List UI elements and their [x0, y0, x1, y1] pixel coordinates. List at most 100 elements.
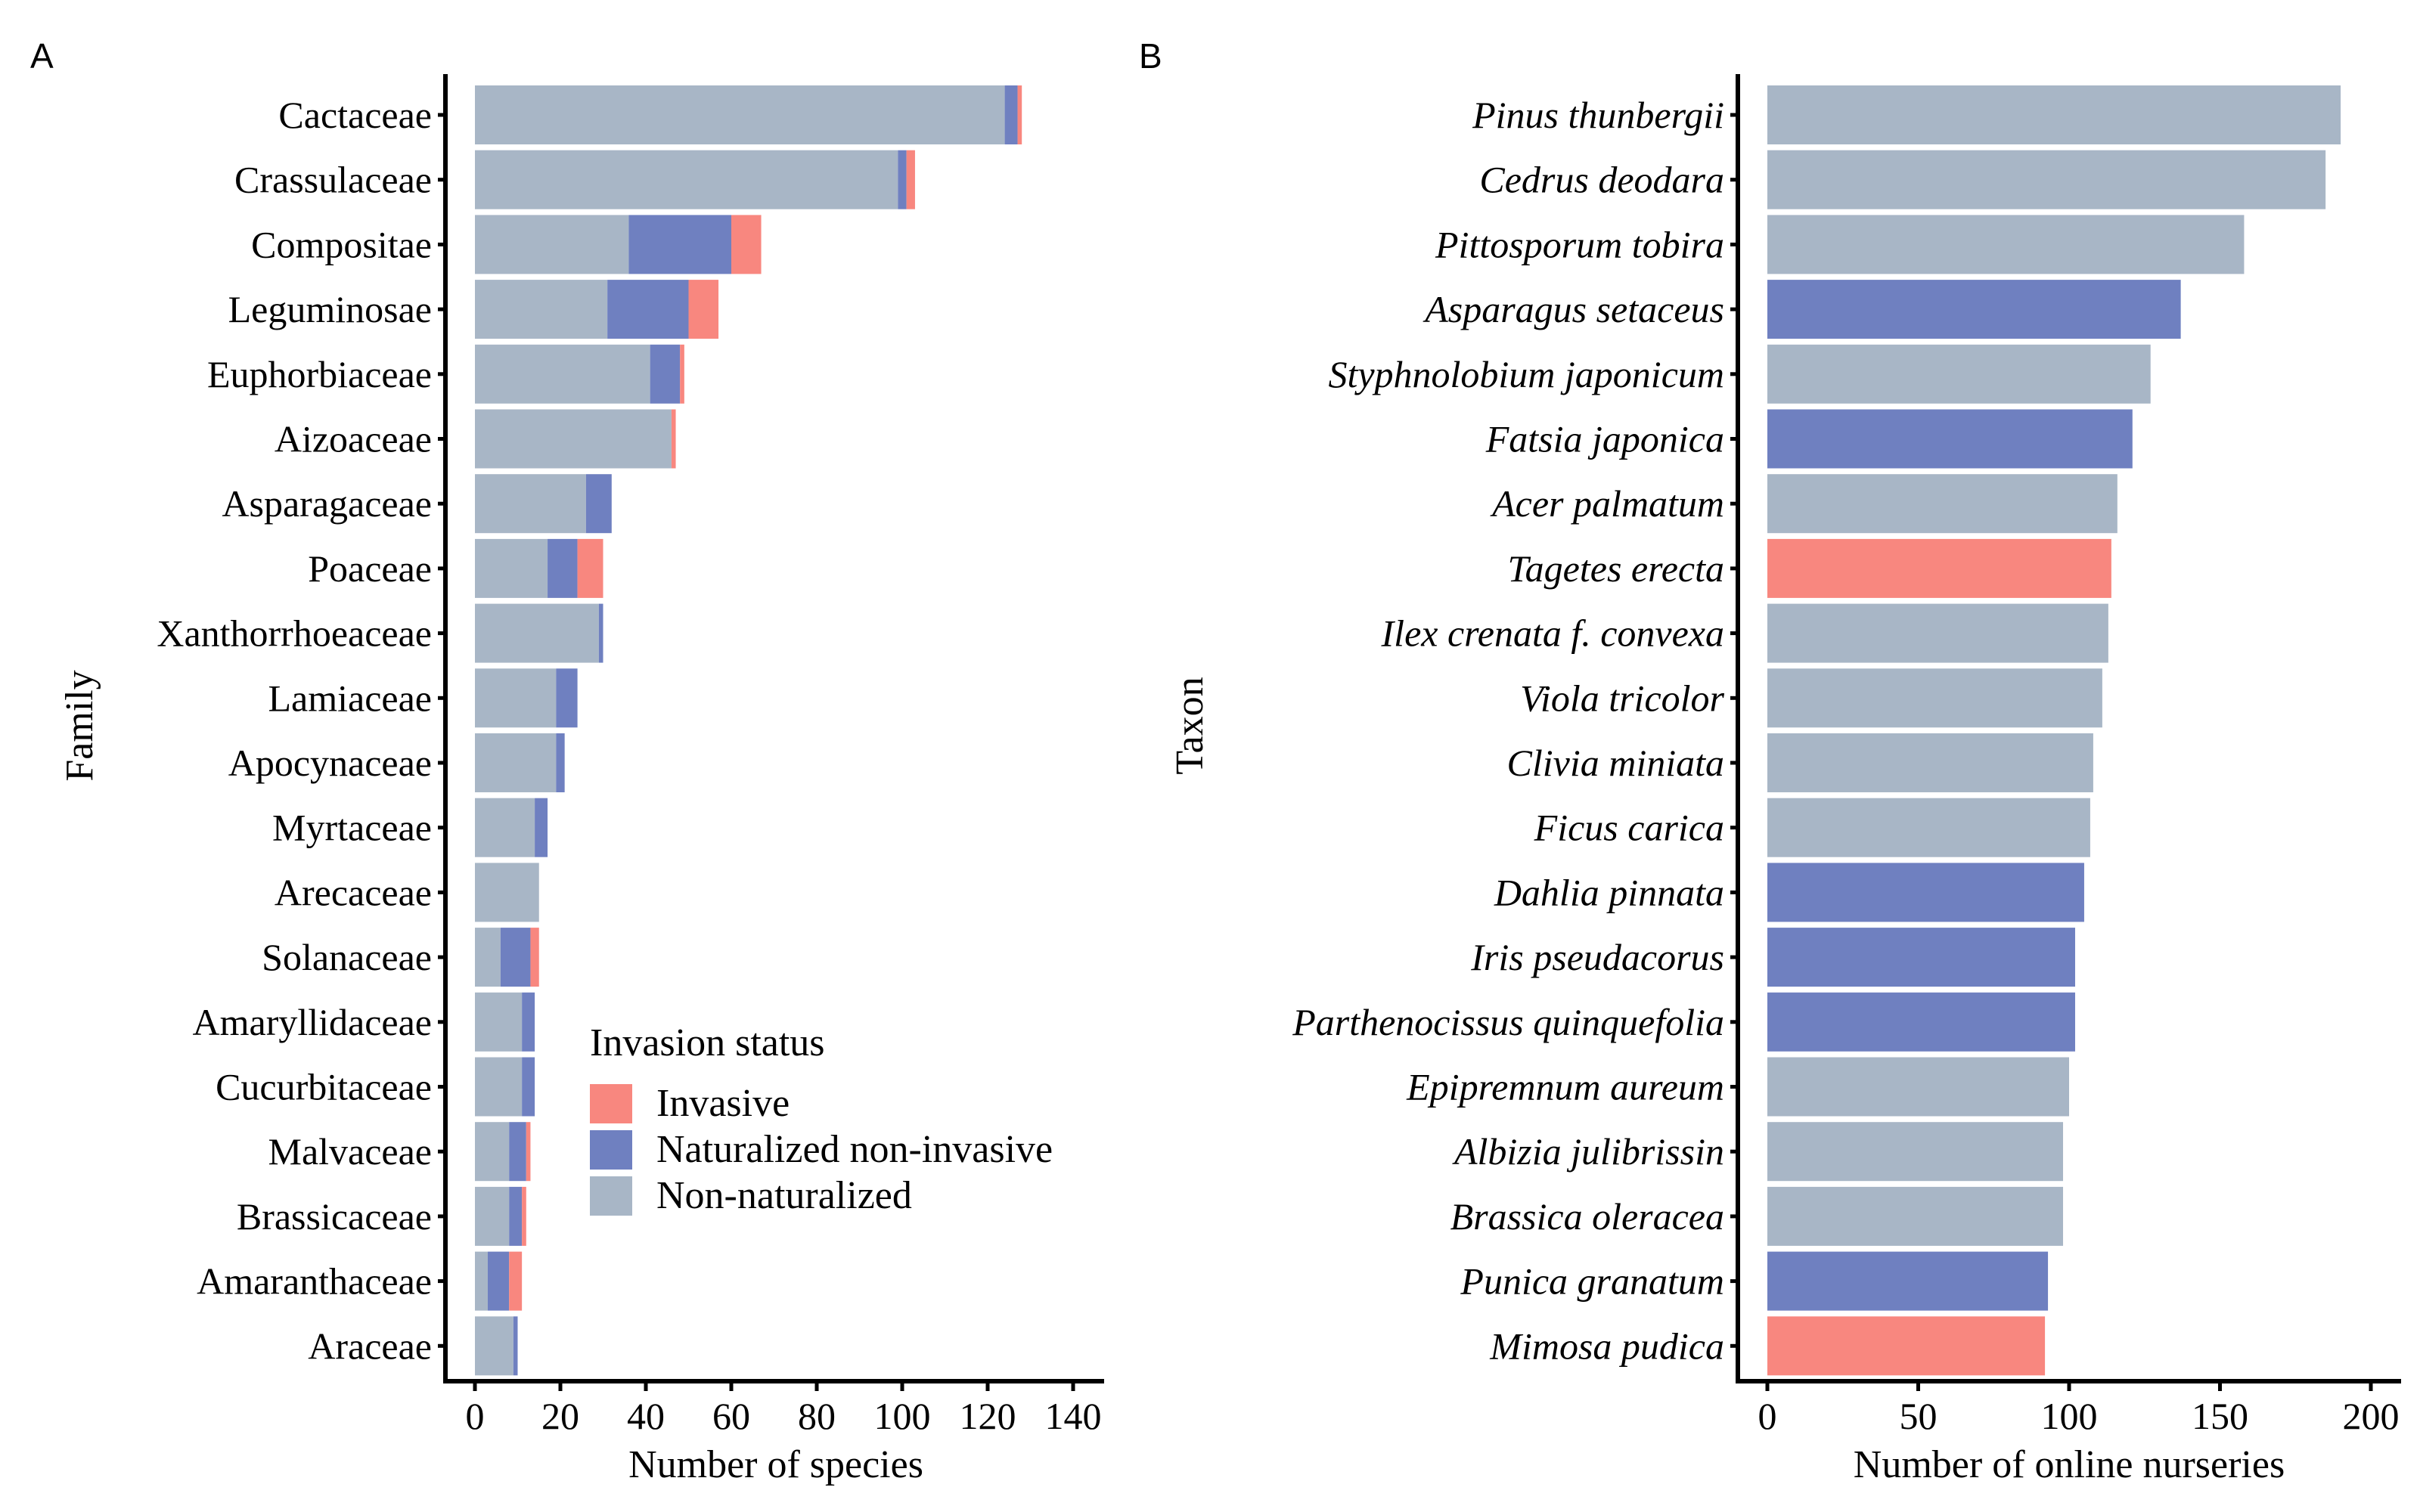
bar-crassulaceae-invasive	[906, 150, 915, 209]
bar-leguminosae-invasive	[688, 280, 719, 339]
x-tick-label: 60	[712, 1395, 750, 1437]
category-label: Punica granatum	[1460, 1260, 1724, 1303]
category-label: Cactaceae	[278, 94, 432, 136]
x-tick-label: 140	[1045, 1395, 1102, 1437]
bar-xanthorrhoeaceae-naturalized-non-invasive	[598, 603, 603, 663]
bar-lamiaceae-non-naturalized	[475, 668, 557, 728]
category-label: Euphorbiaceae	[207, 353, 432, 395]
bar-crassulaceae-naturalized-non-invasive	[898, 150, 907, 209]
bar-amaranthaceae-naturalized-non-invasive	[487, 1251, 510, 1311]
bar-myrtaceae-naturalized-non-invasive	[535, 798, 548, 857]
bar-compositae-invasive	[731, 215, 762, 274]
category-label: Tagetes erecta	[1507, 547, 1724, 590]
category-label: Pinus thunbergii	[1472, 94, 1724, 136]
bar-leguminosae-non-naturalized	[475, 280, 608, 339]
category-label: Solanaceae	[262, 936, 432, 978]
category-label: Asparagus setaceus	[1423, 288, 1724, 330]
bar-cactaceae-non-naturalized	[475, 85, 1005, 144]
panel-b-tag: B	[1139, 36, 1162, 76]
legend-title: Invasion status	[590, 1021, 825, 1064]
category-label: Ficus carica	[1534, 807, 1724, 849]
category-label: Cucurbitaceae	[216, 1066, 432, 1108]
category-label: Iris pseudacorus	[1470, 936, 1724, 978]
bar-araceae-naturalized-non-invasive	[513, 1316, 518, 1376]
bar-ficus-carica	[1767, 798, 2090, 857]
bar-tagetes-erecta	[1767, 538, 2111, 598]
x-tick-label: 80	[798, 1395, 836, 1437]
category-label: Araceae	[308, 1325, 432, 1367]
bar-clivia-miniata	[1767, 733, 2093, 792]
bar-brassicaceae-non-naturalized	[475, 1186, 510, 1246]
category-label: Albizia julibrissin	[1452, 1130, 1724, 1173]
bar-asparagaceae-non-naturalized	[475, 474, 586, 534]
x-tick-label: 50	[1900, 1395, 1938, 1437]
bar-ilex-crenata-f-convexa	[1767, 603, 2108, 663]
bar-pittosporum-tobira	[1767, 215, 2245, 274]
panel-b-bars	[1767, 85, 2341, 1376]
bar-aizoaceae-invasive	[671, 409, 676, 469]
category-label: Brassicaceae	[237, 1195, 432, 1238]
bar-epipremnum-aureum	[1767, 1057, 2069, 1117]
bar-acer-palmatum	[1767, 474, 2118, 534]
bar-poaceae-naturalized-non-invasive	[548, 538, 578, 598]
panel-b-y-axis-title: Taxon	[1168, 677, 1212, 774]
bar-aizoaceae-non-naturalized	[475, 409, 672, 469]
bar-compositae-non-naturalized	[475, 215, 629, 274]
category-label: Leguminosae	[228, 288, 432, 330]
legend-label-invasive: Invasive	[656, 1082, 790, 1125]
bar-solanaceae-naturalized-non-invasive	[500, 928, 531, 987]
bar-solanaceae-invasive	[530, 928, 539, 987]
bar-cucurbitaceae-non-naturalized	[475, 1057, 523, 1117]
legend-swatch-naturalized	[590, 1130, 632, 1170]
bar-amaryllidaceae-non-naturalized	[475, 992, 523, 1052]
category-label: Apocynaceae	[228, 742, 432, 784]
bar-iris-pseudacorus	[1767, 928, 2075, 987]
bar-amaranthaceae-non-naturalized	[475, 1251, 488, 1311]
category-label: Cedrus deodara	[1479, 159, 1724, 201]
bar-araceae-non-naturalized	[475, 1316, 513, 1376]
category-label: Poaceae	[308, 547, 432, 590]
bar-mimosa-pudica	[1767, 1316, 2046, 1376]
x-tick-label: 200	[2343, 1395, 2400, 1437]
x-tick-label: 0	[466, 1395, 485, 1437]
bar-brassica-oleracea	[1767, 1186, 2064, 1246]
bar-malvaceae-non-naturalized	[475, 1122, 510, 1182]
bar-styphnolobium-japonicum	[1767, 344, 2151, 404]
legend-label-non_naturalized: Non-naturalized	[656, 1174, 912, 1217]
legend-swatch-non_naturalized	[590, 1176, 632, 1216]
x-tick-label: 20	[541, 1395, 579, 1437]
panel-b-x-axis-title: Number of online nurseries	[1854, 1443, 2285, 1486]
bar-albizia-julibrissin	[1767, 1122, 2064, 1182]
category-label: Asparagaceae	[222, 482, 432, 525]
bar-viola-tricolor	[1767, 668, 2102, 728]
category-label: Parthenocissus quinquefolia	[1292, 1001, 1724, 1043]
category-label: Arecaceae	[275, 871, 432, 913]
bar-apocynaceae-naturalized-non-invasive	[556, 733, 565, 792]
bar-poaceae-invasive	[577, 538, 603, 598]
category-label: Malvaceae	[268, 1130, 432, 1173]
category-label: Brassica oleracea	[1450, 1195, 1724, 1238]
bar-malvaceae-invasive	[526, 1122, 531, 1182]
category-label: Dahlia pinnata	[1494, 871, 1724, 913]
category-label: Amaryllidaceae	[193, 1001, 432, 1043]
category-label: Styphnolobium japonicum	[1328, 353, 1724, 395]
x-tick-label: 100	[2041, 1395, 2098, 1437]
bar-compositae-naturalized-non-invasive	[628, 215, 731, 274]
bar-amaranthaceae-invasive	[509, 1251, 523, 1311]
bar-malvaceae-naturalized-non-invasive	[509, 1122, 526, 1182]
panel-a-y-axis-title: Family	[58, 670, 101, 781]
bar-cedrus-deodara	[1767, 150, 2326, 209]
bar-leguminosae-naturalized-non-invasive	[607, 280, 689, 339]
bar-arecaceae-non-naturalized	[475, 863, 539, 922]
legend-label-naturalized: Naturalized non-invasive	[656, 1128, 1053, 1171]
x-tick-label: 100	[874, 1395, 931, 1437]
panel-a-axes	[438, 74, 1104, 1391]
x-tick-label: 150	[2192, 1395, 2248, 1437]
bar-euphorbiaceae-invasive	[680, 344, 684, 404]
panel-a-x-axis-title: Number of species	[628, 1443, 923, 1486]
category-label: Aizoaceae	[275, 418, 432, 460]
bar-cactaceae-naturalized-non-invasive	[1004, 85, 1018, 144]
panel-a-category-labels: Cactaceae Crassulaceae Compositae Leguminos…	[157, 94, 432, 1367]
